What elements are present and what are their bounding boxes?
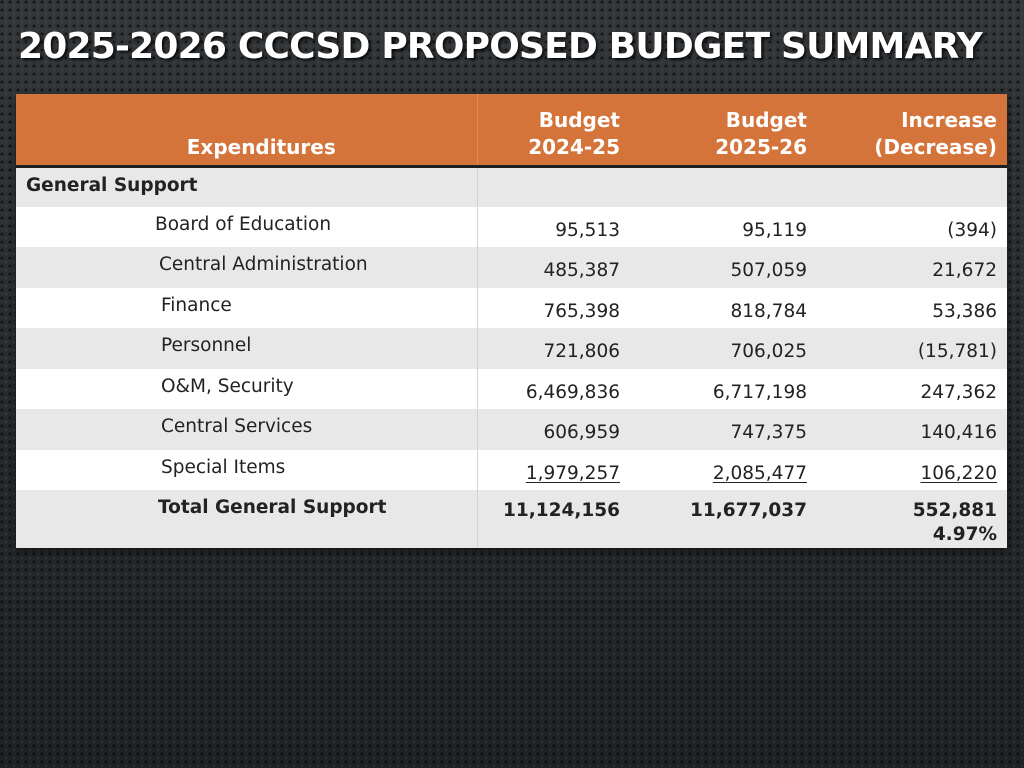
cell-budget-2024-25: 485,387 bbox=[543, 260, 620, 281]
table-row-special-items: Special Items 1,979,257 2,085,477 106,22… bbox=[16, 449, 1007, 491]
header-budget-2025-26: Budget 2025-26 bbox=[630, 94, 817, 168]
cell-budget-2024-25: 765,398 bbox=[543, 300, 620, 322]
section-empty-cell bbox=[630, 166, 817, 207]
cell-increase-decrease: 106,220 bbox=[817, 450, 1007, 491]
cell-increase-decrease: 247,362 bbox=[920, 381, 997, 403]
total-change-value: 552,881 bbox=[912, 500, 997, 521]
cell-budget-2025-26: 818,784 bbox=[730, 300, 807, 322]
cell-budget-2024-25: 606,959 bbox=[543, 422, 620, 443]
table-row-personnel: Personnel 721,806 706,025 (15,781) bbox=[16, 328, 1007, 369]
table-row-finance: Finance 765,398 818,784 53,386 bbox=[16, 287, 1007, 328]
cell-increase-decrease: 140,416 bbox=[920, 422, 997, 443]
row-label: Finance bbox=[16, 287, 478, 328]
header-increase-line1: Increase bbox=[901, 107, 997, 132]
header-expenditures: Expenditures bbox=[16, 94, 478, 168]
row-label: Personnel bbox=[16, 328, 478, 369]
cell-increase-decrease: (15,781) bbox=[917, 341, 997, 362]
row-label: Special Items bbox=[16, 449, 478, 490]
total-label: Total General Support bbox=[16, 490, 478, 548]
row-label: Board of Education bbox=[16, 206, 478, 247]
total-budget-2024-25: 11,124,156 bbox=[502, 500, 620, 521]
header-increase-decrease: Increase (Decrease) bbox=[817, 94, 1007, 168]
row-label: Central Services bbox=[16, 409, 478, 450]
row-label: Central Administration bbox=[16, 247, 478, 288]
cell-increase-decrease: (394) bbox=[947, 219, 997, 241]
total-change-percent: 4.97% bbox=[932, 524, 997, 545]
cell-increase-decrease: 53,386 bbox=[932, 300, 997, 322]
header-expenditures-label: Expenditures bbox=[186, 134, 336, 159]
header-budget-2024-25: Budget 2024-25 bbox=[477, 94, 630, 168]
header-increase-line2: (Decrease) bbox=[874, 134, 997, 159]
section-empty-cell bbox=[477, 166, 630, 207]
cell-budget-2024-25: 1,979,257 bbox=[477, 450, 630, 491]
cell-budget-2025-26: 747,375 bbox=[730, 422, 807, 443]
total-budget-2025-26: 11,677,037 bbox=[689, 500, 807, 521]
header-budget-2025-26-line1: Budget bbox=[725, 107, 807, 132]
table-row-om-security: O&M, Security 6,469,836 6,717,198 247,36… bbox=[16, 368, 1007, 409]
table-body: General Support Board of Education 95,51… bbox=[16, 166, 1007, 548]
cell-budget-2024-25: 721,806 bbox=[543, 341, 620, 362]
section-label: General Support bbox=[16, 166, 478, 207]
row-label: O&M, Security bbox=[16, 368, 478, 409]
table-row-board-of-education: Board of Education 95,513 95,119 (394) bbox=[16, 206, 1007, 247]
underlined-value: 2,085,477 bbox=[712, 462, 807, 484]
cell-budget-2025-26: 2,085,477 bbox=[630, 450, 817, 491]
table-row-central-services: Central Services 606,959 747,375 140,416 bbox=[16, 409, 1007, 450]
cell-budget-2024-25: 6,469,836 bbox=[525, 381, 620, 403]
underlined-value: 106,220 bbox=[920, 462, 997, 484]
slide-title: 2025-2026 CCCSD PROPOSED BUDGET SUMMARY bbox=[18, 26, 983, 67]
cell-budget-2024-25: 95,513 bbox=[555, 219, 620, 241]
cell-budget-2025-26: 706,025 bbox=[730, 341, 807, 362]
cell-increase-decrease: 21,672 bbox=[932, 260, 997, 281]
header-budget-2025-26-line2: 2025-26 bbox=[715, 134, 807, 159]
section-empty-cell bbox=[817, 166, 1007, 207]
header-budget-2024-25-line1: Budget bbox=[538, 107, 620, 132]
total-increase-decrease: 552,881 4.97% bbox=[817, 490, 1007, 548]
cell-budget-2025-26: 95,119 bbox=[742, 219, 807, 241]
header-budget-2024-25-line2: 2024-25 bbox=[528, 134, 620, 159]
cell-budget-2025-26: 6,717,198 bbox=[712, 381, 807, 403]
total-row: Total General Support 11,124,156 11,677,… bbox=[16, 490, 1007, 548]
underlined-value: 1,979,257 bbox=[525, 462, 620, 484]
budget-summary-table: Expenditures Budget 2024-25 Budget 2025-… bbox=[16, 94, 1007, 548]
section-row-general-support: General Support bbox=[16, 166, 1007, 207]
cell-budget-2025-26: 507,059 bbox=[730, 260, 807, 281]
header-row: Expenditures Budget 2024-25 Budget 2025-… bbox=[16, 94, 1007, 168]
table-header: Expenditures Budget 2024-25 Budget 2025-… bbox=[16, 94, 1007, 168]
table-row-central-administration: Central Administration 485,387 507,059 2… bbox=[16, 247, 1007, 288]
